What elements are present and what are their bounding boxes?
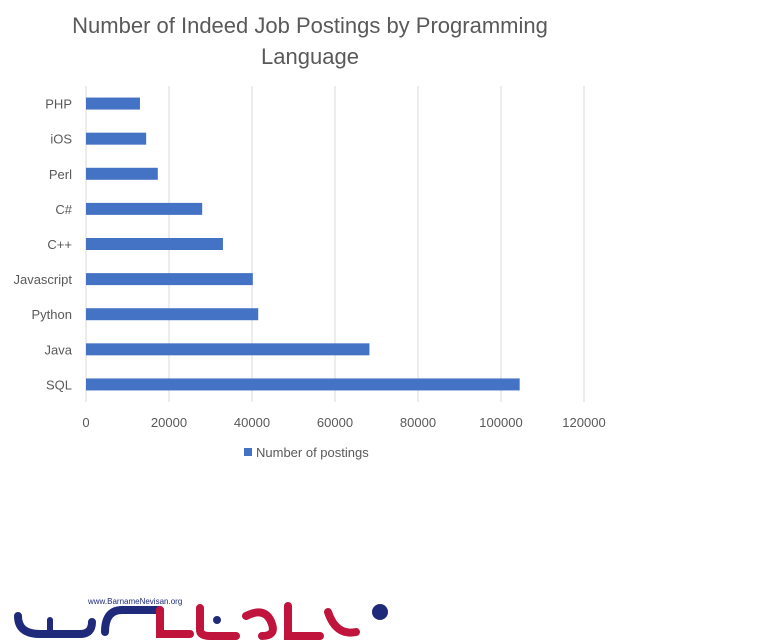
category-labels: PHP iOS Perl C# C++ Javascript Python Java SQL [13,97,72,393]
legend-swatch [244,448,252,456]
category-label: Perl [49,167,72,182]
bar-sql [86,378,520,391]
category-label: C# [55,202,72,217]
x-tick-label: 40000 [234,415,270,430]
bar-javascript [86,273,253,286]
category-label: Java [45,342,73,357]
x-tick-label: 80000 [400,415,436,430]
chart-title: Number of Indeed Job Postings by Program… [72,13,548,69]
x-tick-label: 60000 [317,415,353,430]
bar-chart: PHP iOS Perl C# C++ Javascript Python Java SQL 0… [13,86,606,460]
legend-label: Number of postings [256,445,369,460]
category-label: Javascript [13,272,72,287]
category-label: iOS [50,132,72,147]
legend: Number of postings [244,445,369,460]
x-tick-label: 0 [82,415,89,430]
bar-php [86,97,140,110]
bar-c- [86,238,223,250]
x-tick-label: 120000 [562,415,605,430]
bars [86,97,520,391]
category-label: Python [32,307,72,322]
bar-java [86,343,370,356]
x-tick-label: 100000 [479,415,522,430]
bar-ios [86,132,147,145]
x-tick-label: 20000 [151,415,187,430]
category-label: PHP [45,97,72,112]
barnamenevisan-logo: www.BarnameNevisan.org [14,597,388,640]
logo-url-text: www.BarnameNevisan.org [87,597,182,606]
category-label: SQL [46,377,72,392]
bar-c- [86,202,203,215]
x-axis-ticks: 0 20000 40000 60000 80000 100000 120000 [82,415,605,430]
category-label: C++ [47,237,72,252]
bar-perl [86,167,158,180]
bar-python [86,308,259,321]
